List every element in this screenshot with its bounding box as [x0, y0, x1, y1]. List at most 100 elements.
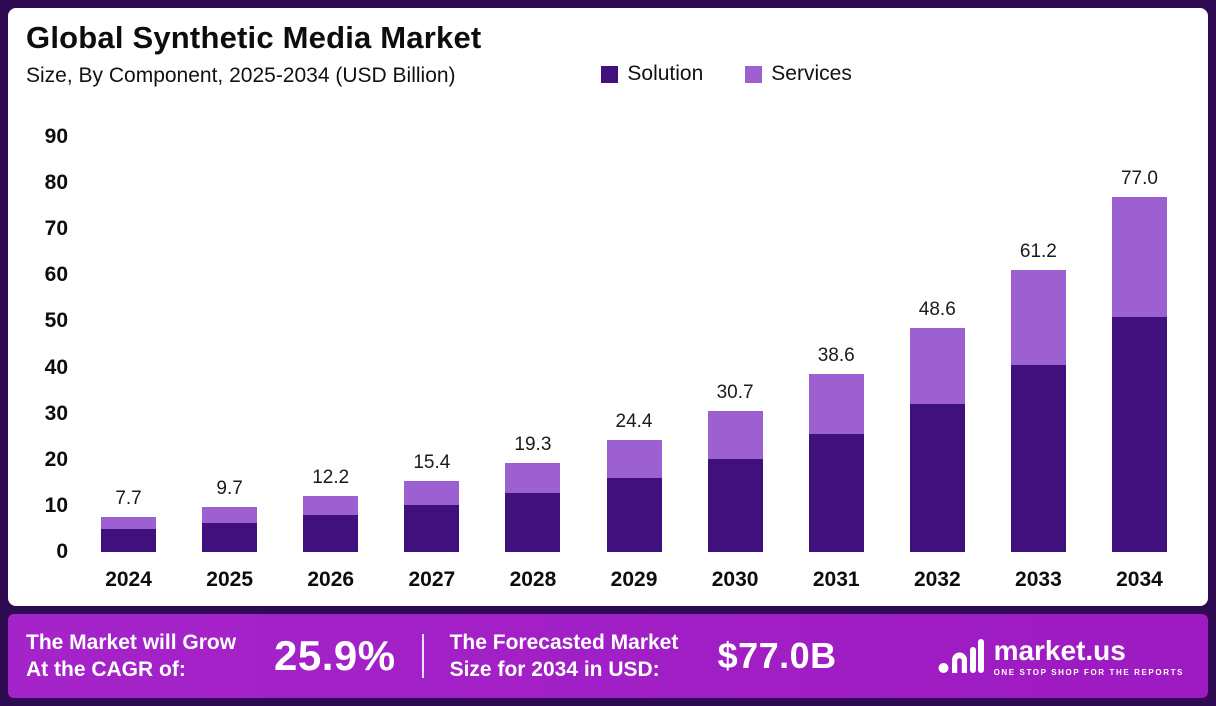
bar-stack — [909, 327, 965, 552]
bar-group-2025: 9.7 — [179, 137, 280, 552]
y-axis-tick-label: 20 — [44, 447, 68, 471]
legend-item-solution: Solution — [601, 62, 703, 86]
bar-segment-solution — [1010, 364, 1066, 552]
market-us-logo-icon — [938, 639, 984, 673]
brand-lockup: market.us ONE STOP SHOP FOR THE REPORTS — [938, 633, 1190, 679]
bar-total-label: 30.7 — [716, 381, 754, 403]
forecast-stat: The Forecasted Market Size for 2034 in U… — [424, 629, 837, 683]
cagr-label: The Market will Grow At the CAGR of: — [26, 631, 237, 681]
bar-group-2024: 7.7 — [78, 137, 179, 552]
y-axis-tick-label: 40 — [44, 355, 68, 379]
bar-segment-solution — [404, 505, 460, 552]
bar-segment-services — [303, 495, 359, 516]
bar-group-2026: 12.2 — [280, 137, 381, 552]
y-axis-tick-label: 50 — [44, 309, 68, 333]
bar-total-label: 61.2 — [1019, 240, 1057, 262]
footer-divider — [421, 634, 424, 678]
x-axis-tick-label: 2025 — [206, 568, 253, 591]
x-axis: 2024 2025 2026 2027 2028 2029 2030 2031 2032 2033… — [78, 552, 1190, 598]
x-axis-tick-label: 2034 — [1116, 568, 1163, 591]
bar-segment-services — [808, 374, 864, 435]
brand-name: market.us — [993, 634, 1126, 666]
y-axis-tick-label: 0 — [56, 540, 68, 563]
y-axis-tick-label: 10 — [44, 493, 68, 517]
bar-segment-services — [909, 327, 965, 404]
bar-group-2028: 19.3 — [482, 137, 583, 552]
bar-segment-services — [707, 410, 763, 459]
bar-stack — [404, 481, 460, 552]
plot-area: 7.7 9.7 12.2 15.4 19.3 24.4 30.7 38.6 48.6 61.2 77… — [78, 137, 1190, 598]
bar-segment-solution — [909, 403, 965, 552]
bar-segment-solution — [101, 528, 157, 552]
x-axis-tick-label: 2030 — [711, 568, 759, 591]
y-axis-tick-label: 60 — [44, 263, 68, 287]
bar-total-label: 38.6 — [817, 345, 855, 367]
bar-total-label: 9.7 — [216, 478, 243, 500]
bar-segment-solution — [1111, 316, 1167, 552]
bar-group-2034: 77.0 — [1089, 137, 1190, 552]
bar-stack — [606, 439, 662, 552]
forecast-label: The Forecasted Market Size for 2034 in U… — [449, 631, 679, 681]
legend-swatch — [601, 65, 619, 83]
chart-titles: Global Synthetic Media Market Size, By C… — [26, 20, 481, 88]
bar-segment-services — [404, 481, 460, 506]
y-axis: 0 10 20 30 40 50 60 70 80 90 — [26, 125, 78, 563]
bar-stack — [1111, 196, 1167, 552]
chart-card: Global Synthetic Media Market Size, By C… — [8, 8, 1208, 606]
chart-subtitle: Size, By Component, 2025-2034 (USD Billi… — [26, 64, 456, 87]
bar-segment-services — [1010, 269, 1066, 365]
y-axis-tick-label: 80 — [44, 171, 68, 195]
bar-segment-solution — [606, 478, 662, 552]
y-axis-tick-label: 90 — [44, 125, 68, 148]
bar-group-2033: 61.2 — [988, 137, 1089, 552]
bar-stack — [1010, 269, 1066, 552]
bar-group-2031: 38.6 — [786, 137, 887, 552]
bar-segment-services — [505, 463, 561, 494]
bar-total-label: 19.3 — [514, 434, 552, 456]
x-axis-tick-label: 2026 — [307, 568, 355, 591]
x-axis-tick-label: 2032 — [913, 568, 961, 591]
bar-segment-services — [202, 507, 258, 523]
bar-segment-solution — [808, 434, 864, 552]
bars-container: 7.7 9.7 12.2 15.4 19.3 24.4 30.7 38.6 48.6 61.2 77… — [78, 137, 1190, 552]
bar-stack — [101, 516, 157, 552]
legend-item-services: Services — [745, 62, 852, 86]
x-axis-tick-label: 2024 — [105, 568, 152, 591]
bar-segment-services — [101, 516, 157, 529]
bar-segment-solution — [707, 458, 763, 552]
bar-total-label: 12.2 — [312, 466, 350, 488]
bar-total-label: 48.6 — [918, 298, 956, 320]
bar-total-label: 24.4 — [615, 410, 653, 432]
bar-group-2032: 48.6 — [887, 137, 988, 552]
bar-segment-solution — [505, 493, 561, 552]
bar-total-label: 15.4 — [413, 452, 451, 474]
x-axis-tick-label: 2027 — [408, 568, 456, 591]
legend-label: Solution — [627, 62, 704, 85]
bar-stack — [505, 463, 561, 552]
bar-total-label: 77.0 — [1120, 167, 1158, 189]
bar-segment-services — [1111, 196, 1167, 317]
chart-legend: Solution Services — [601, 62, 852, 88]
y-axis-tick-label: 70 — [44, 217, 68, 241]
bar-stack — [707, 410, 763, 552]
x-axis-tick-label: 2028 — [509, 568, 557, 591]
bar-segment-solution — [303, 515, 359, 552]
x-axis-tick-label: 2029 — [610, 568, 658, 591]
footer-stats-bar: The Market will Grow At the CAGR of: 25.… — [8, 614, 1208, 698]
bar-chart: 0 10 20 30 40 50 60 70 80 90 7.7 9.7 12.2 15.4 19.3 24… — [26, 102, 1190, 598]
legend-label: Services — [771, 62, 852, 85]
legend-swatch — [745, 65, 763, 83]
bar-segment-solution — [202, 522, 258, 552]
bar-total-label: 7.7 — [115, 487, 142, 509]
bar-stack — [303, 495, 359, 552]
cagr-value: 25.9% — [274, 632, 396, 679]
cagr-stat: The Market will Grow At the CAGR of: 25.… — [26, 629, 396, 683]
chart-header: Global Synthetic Media Market Size, By C… — [26, 20, 1190, 88]
brand-text: market.us ONE STOP SHOP FOR THE REPORTS — [993, 634, 1184, 677]
bar-group-2029: 24.4 — [583, 137, 684, 552]
brand-tagline: ONE STOP SHOP FOR THE REPORTS — [993, 667, 1184, 677]
x-axis-tick-label: 2031 — [812, 568, 860, 591]
bar-stack — [202, 507, 258, 552]
bar-group-2030: 30.7 — [685, 137, 786, 552]
